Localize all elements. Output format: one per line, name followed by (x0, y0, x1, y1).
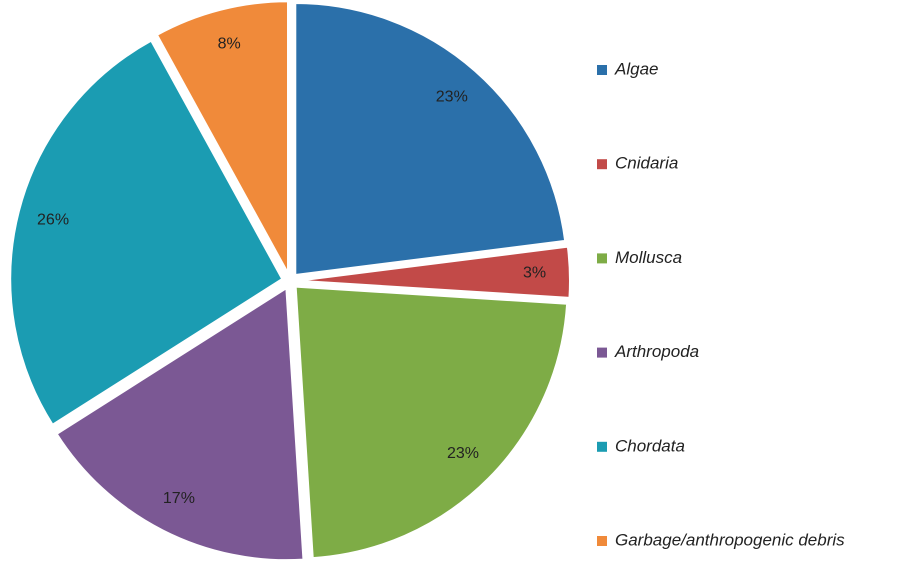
legend-label: Mollusca (615, 248, 682, 267)
legend-swatch (597, 536, 607, 546)
legend-swatch (597, 441, 607, 452)
data-label: 23% (447, 445, 479, 462)
legend-label: Garbage/anthropogenic debris (615, 530, 845, 549)
legend-label: Arthropoda (614, 342, 699, 361)
legend-label: Cnidaria (615, 154, 678, 173)
data-label: 23% (436, 89, 468, 106)
legend-swatch (597, 65, 607, 75)
data-label: 17% (163, 490, 195, 507)
pie-slice (294, 1, 567, 277)
data-label: 8% (218, 35, 241, 52)
pie-slice (294, 285, 569, 560)
pie-slice (297, 245, 571, 299)
legend-label: Chordata (615, 436, 685, 455)
pie-slice (55, 286, 305, 561)
pie-slice (155, 0, 290, 274)
legend-swatch (597, 253, 607, 264)
legend-swatch (597, 347, 607, 358)
pie-slice (9, 39, 284, 427)
data-label: 26% (37, 211, 69, 228)
legend-label: Algae (614, 59, 658, 78)
data-label: 3% (523, 265, 546, 282)
legend-swatch (597, 159, 607, 170)
